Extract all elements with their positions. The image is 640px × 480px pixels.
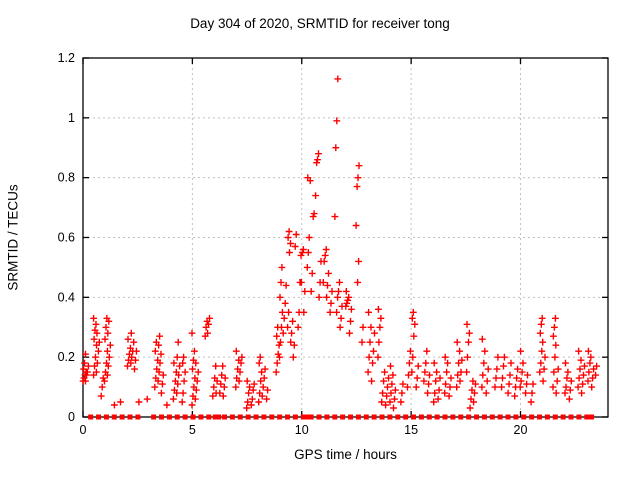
zero-marker-square <box>560 414 566 420</box>
zero-marker-square <box>418 414 424 420</box>
zero-marker-square <box>466 414 472 420</box>
zero-marker-square <box>292 414 298 420</box>
zero-marker-square <box>198 414 204 420</box>
x-axis-label: GPS time / hours <box>294 447 397 462</box>
zero-marker-square <box>166 414 172 420</box>
y-tick-label: 0.4 <box>58 290 75 304</box>
zero-marker-square <box>371 414 377 420</box>
zero-marker-square <box>88 414 94 420</box>
zero-marker-square <box>521 414 527 420</box>
zero-marker-square <box>458 414 464 420</box>
zero-marker-square <box>229 414 235 420</box>
zero-marker-square <box>216 414 222 420</box>
scatter-points-plus-markers <box>79 75 600 412</box>
zero-marker-square <box>529 414 535 420</box>
zero-marker-square <box>537 414 543 420</box>
y-tick-label: 0.8 <box>58 171 75 185</box>
zero-marker-square <box>576 414 582 420</box>
zero-marker-square <box>300 414 306 420</box>
y-tick-label: 1 <box>68 111 75 125</box>
zero-marker-square <box>442 414 448 420</box>
zero-marker-square <box>127 414 133 420</box>
zero-marker-square <box>434 414 440 420</box>
zero-marker-square <box>222 414 228 420</box>
zero-marker-square <box>324 414 330 420</box>
zero-marker-square <box>151 414 157 420</box>
zero-marker-square <box>497 414 503 420</box>
zero-marker-square <box>568 414 574 420</box>
zero-marker-square <box>304 414 310 420</box>
zero-marker-square <box>411 414 417 420</box>
zero-marker-square <box>135 414 141 420</box>
y-tick-label: 0.6 <box>58 231 75 245</box>
zero-marker-square <box>340 414 346 420</box>
zero-marker-square <box>426 414 432 420</box>
zero-marker-square <box>159 414 165 420</box>
zero-marker-square <box>513 414 519 420</box>
x-tick-label: 0 <box>80 423 87 437</box>
zero-marker-square <box>245 414 251 420</box>
zero-marker-square <box>589 414 595 420</box>
x-tick-label: 5 <box>189 423 196 437</box>
zero-marker-square <box>348 414 354 420</box>
zero-marker-square <box>355 414 361 420</box>
zero-marker-square <box>379 414 385 420</box>
zero-marker-square <box>450 414 456 420</box>
zero-marker-square <box>285 414 291 420</box>
zero-marker-square <box>111 414 117 420</box>
zero-marker-square <box>237 414 243 420</box>
y-axis-label: SRMTID / TECUs <box>5 184 21 291</box>
zero-marker-square <box>552 414 558 420</box>
zero-marker-square <box>363 414 369 420</box>
zero-marker-square <box>182 414 188 420</box>
zero-marker-square <box>332 414 338 420</box>
zero-marker-square <box>206 414 212 420</box>
zero-marker-square <box>505 414 511 420</box>
x-tick-label: 10 <box>295 423 309 437</box>
zero-marker-square <box>481 414 487 420</box>
zero-marker-square <box>316 414 322 420</box>
y-tick-label: 1.2 <box>58 51 75 65</box>
zero-marker-square <box>190 414 196 420</box>
zero-marker-square <box>308 414 314 420</box>
y-tick-label: 0.2 <box>58 350 75 364</box>
zero-marker-square <box>395 414 401 420</box>
zero-marker-square <box>544 414 550 420</box>
zero-marker-square <box>277 414 283 420</box>
zero-marker-square <box>474 414 480 420</box>
x-tick-label: 20 <box>514 423 528 437</box>
zero-marker-square <box>269 414 275 420</box>
zero-marker-square <box>103 414 109 420</box>
zero-marker-square <box>253 414 259 420</box>
zero-marker-square <box>119 414 125 420</box>
zero-marker-square <box>261 414 267 420</box>
zero-marker-square <box>96 414 102 420</box>
y-tick-label: 0 <box>68 410 75 424</box>
chart-title: Day 304 of 2020, SRMTID for receiver ton… <box>190 16 450 31</box>
zero-marker-square <box>584 414 590 420</box>
zero-marker-square <box>403 414 409 420</box>
zero-marker-square <box>387 414 393 420</box>
x-tick-label: 15 <box>404 423 418 437</box>
zero-marker-square <box>489 414 495 420</box>
zero-marker-square <box>174 414 180 420</box>
zero-marker-square <box>212 414 218 420</box>
